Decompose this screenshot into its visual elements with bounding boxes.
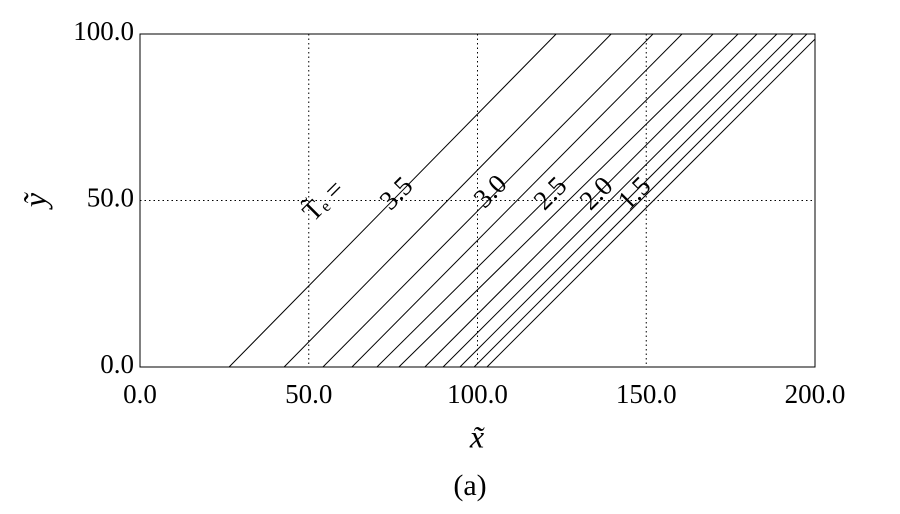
x-tick-label: 100.0 (447, 379, 508, 409)
contour-label: 3.0 (467, 168, 512, 213)
y-tick-label: 50.0 (87, 183, 134, 213)
caption: (a) (453, 469, 486, 502)
contours (228, 34, 815, 367)
contour-line (473, 34, 808, 367)
y-tick-label: 0.0 (100, 349, 134, 379)
x-axis-label: x̃ (469, 418, 485, 454)
contour-line (351, 34, 683, 367)
contour-label: 3.5 (373, 170, 418, 215)
y-tick-label: 100.0 (73, 16, 134, 46)
plot-frame (139, 33, 816, 368)
contour-label: T̃ₑ = (296, 173, 350, 227)
contour-label: 2.5 (527, 170, 572, 215)
contour-line (424, 34, 758, 367)
x-tick-label: 0.0 (123, 379, 157, 409)
x-tick-label: 200.0 (785, 379, 846, 409)
contour-line (486, 38, 815, 367)
y-axis-label: ỹ (16, 192, 52, 210)
contour-line (442, 34, 778, 367)
contour-line (376, 34, 714, 367)
contour-line (228, 34, 557, 367)
x-tick-label: 150.0 (616, 379, 677, 409)
contour-line (283, 34, 612, 367)
contour-line (398, 34, 739, 367)
x-tick-label: 50.0 (285, 379, 332, 409)
contour-line (322, 34, 654, 367)
contour-line (459, 34, 794, 367)
